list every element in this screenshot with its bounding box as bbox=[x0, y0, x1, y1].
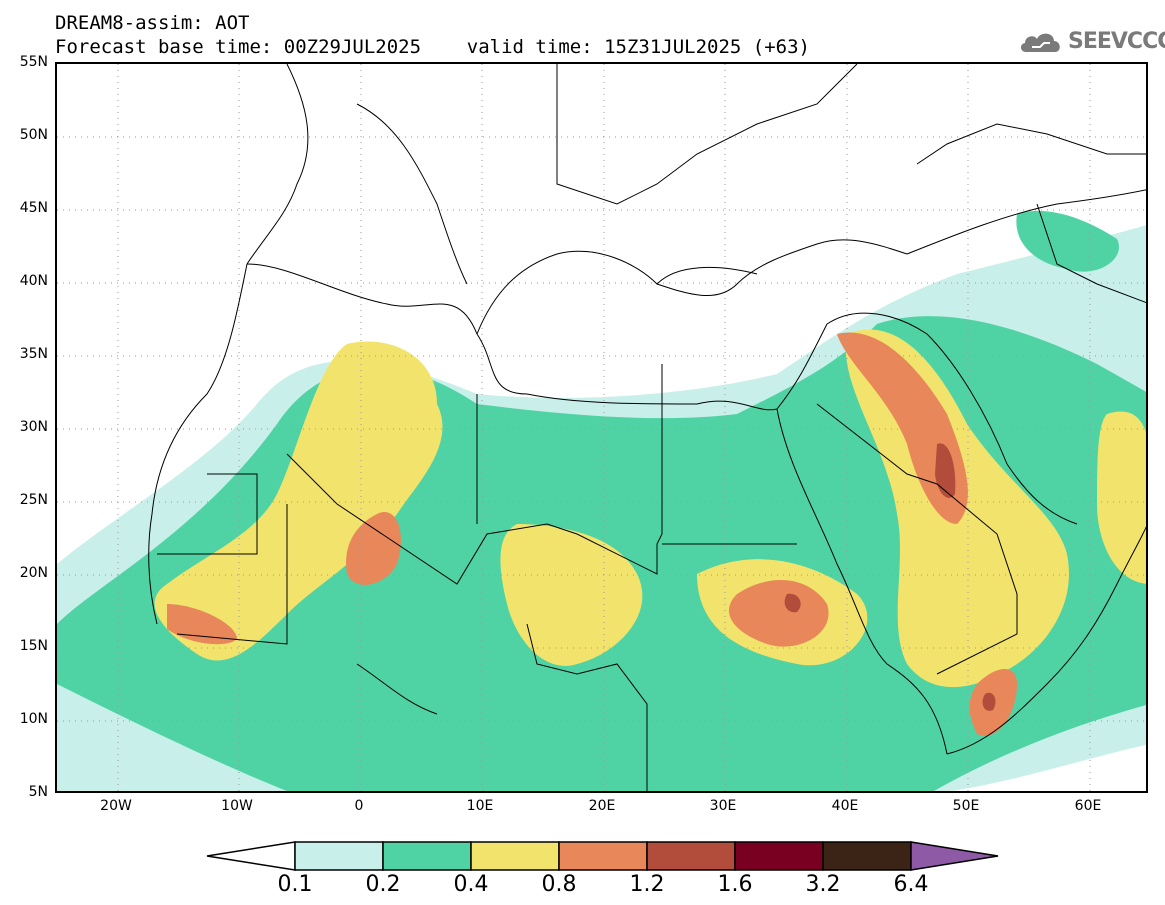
colorbar-segment bbox=[558, 841, 648, 871]
lat-label: 45N bbox=[19, 200, 48, 216]
colorbar-label: 0.4 bbox=[453, 872, 489, 897]
lon-label: 20W bbox=[100, 798, 132, 814]
colorbar-segment bbox=[734, 841, 824, 871]
colorbar-label: 3.2 bbox=[805, 872, 841, 897]
colorbar-arrow-low bbox=[206, 841, 296, 871]
colorbar-segment bbox=[470, 841, 560, 871]
coastlines-and-borders bbox=[148, 64, 1146, 791]
map-canvas bbox=[57, 64, 1146, 791]
colorbar-segment bbox=[822, 841, 912, 871]
lat-label: 30N bbox=[19, 419, 48, 435]
colorbar-arrow-high bbox=[910, 841, 999, 871]
colorbar-label: 0.1 bbox=[277, 872, 313, 897]
lat-label: 55N bbox=[19, 54, 48, 70]
lon-label: 60E bbox=[1074, 798, 1102, 814]
colorbar-segment bbox=[646, 841, 736, 871]
cloud-icon bbox=[1020, 33, 1060, 52]
lon-label: 50E bbox=[952, 798, 980, 814]
lon-label: 40E bbox=[831, 798, 859, 814]
colorbar-label: 0.2 bbox=[365, 872, 401, 897]
lat-label: 10N bbox=[19, 711, 48, 727]
aot-map bbox=[55, 62, 1148, 793]
lat-label: 50N bbox=[19, 127, 48, 143]
lon-label: 0 bbox=[354, 798, 364, 814]
colorbar-segment bbox=[382, 841, 472, 871]
lon-label: 30E bbox=[709, 798, 737, 814]
seevccc-logo: SEEVCCC bbox=[1018, 26, 1165, 56]
lat-label: 20N bbox=[19, 565, 48, 581]
lat-lon-grid bbox=[57, 64, 1146, 791]
lat-label: 25N bbox=[19, 492, 48, 508]
lon-label: 10E bbox=[466, 798, 494, 814]
lat-label: 35N bbox=[19, 346, 48, 362]
colorbar-label: 1.6 bbox=[717, 872, 753, 897]
logo-text: SEEVCCC bbox=[1068, 28, 1165, 54]
aot-field bbox=[57, 210, 1146, 791]
colorbar-segment bbox=[294, 841, 384, 871]
colorbar-label: 0.8 bbox=[541, 872, 577, 897]
map-title: DREAM8-assim: AOT bbox=[55, 12, 250, 34]
colorbar-label: 6.4 bbox=[893, 872, 929, 897]
forecast-times: Forecast base time: 00Z29JUL2025 valid t… bbox=[55, 36, 810, 58]
lat-label: 40N bbox=[19, 273, 48, 289]
colorbar bbox=[206, 841, 999, 871]
lat-label: 5N bbox=[28, 784, 48, 800]
lon-label: 10W bbox=[221, 798, 253, 814]
colorbar-label: 1.2 bbox=[629, 872, 665, 897]
lat-label: 15N bbox=[19, 638, 48, 654]
lon-label: 20E bbox=[588, 798, 616, 814]
